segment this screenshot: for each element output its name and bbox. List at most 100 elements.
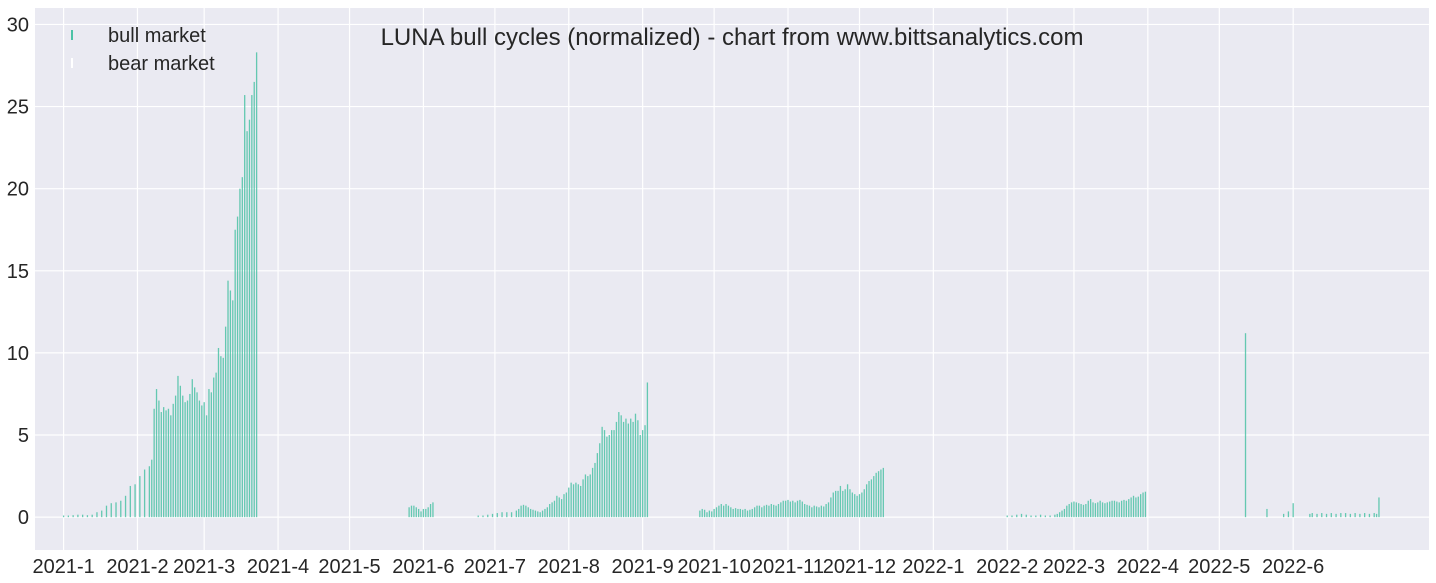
bar — [1321, 513, 1323, 518]
bar — [124, 495, 127, 518]
bar — [587, 476, 589, 518]
legend-marker — [71, 30, 73, 40]
bar — [134, 484, 136, 518]
x-tick-label: 2022-2 — [976, 556, 1038, 578]
bar — [179, 385, 182, 518]
bar — [763, 505, 765, 518]
bar — [158, 400, 160, 518]
bar — [501, 512, 503, 518]
x-axis-ticks: 2021-1 2021-2 2021-3 2021-4 2021-5 2021-6 2021… — [32, 556, 1324, 578]
bar — [756, 505, 758, 518]
bar — [148, 466, 151, 518]
bar — [1025, 514, 1027, 518]
bar — [601, 426, 603, 518]
x-tick-label: 2022-4 — [1117, 556, 1179, 578]
bar — [577, 484, 579, 518]
bar — [1364, 513, 1366, 518]
bar — [768, 505, 770, 518]
bar — [725, 504, 727, 518]
bar — [1335, 513, 1337, 518]
bar — [1094, 503, 1097, 518]
bar — [518, 508, 520, 518]
bar — [129, 485, 131, 518]
bar — [1087, 500, 1089, 518]
bar — [427, 507, 429, 518]
bar — [215, 372, 217, 518]
bar — [1142, 492, 1144, 518]
bar — [1137, 496, 1139, 518]
bar — [1354, 513, 1356, 518]
bar — [699, 510, 701, 518]
bar — [825, 504, 827, 518]
legend-label: bear market — [108, 53, 215, 75]
bar — [248, 119, 251, 518]
bar — [413, 505, 415, 518]
bar — [1068, 504, 1070, 518]
bar — [837, 490, 839, 518]
bar — [1061, 510, 1063, 518]
bar — [846, 484, 849, 518]
bar — [1063, 508, 1066, 518]
bar — [1056, 513, 1058, 518]
bar — [625, 418, 627, 518]
bar — [224, 326, 227, 518]
x-tick-label: 2021-10 — [677, 556, 750, 578]
bar — [1266, 508, 1268, 518]
bar — [72, 515, 74, 518]
bar — [203, 402, 205, 518]
bar — [544, 508, 546, 518]
bar — [163, 407, 165, 518]
bar — [794, 502, 796, 518]
legend-label: bull market — [108, 25, 206, 47]
bar — [718, 505, 720, 518]
bar — [182, 395, 184, 518]
x-tick-label: 2022-5 — [1188, 556, 1250, 578]
bar — [96, 512, 98, 518]
y-tick-label: 5 — [18, 425, 29, 447]
bar — [639, 435, 641, 518]
bar — [1058, 512, 1061, 518]
bar — [882, 467, 884, 518]
bar — [477, 515, 479, 518]
bar — [770, 504, 772, 518]
bar — [541, 510, 544, 518]
bar — [1311, 513, 1313, 518]
bar — [244, 95, 246, 518]
bar — [880, 469, 882, 518]
bar — [782, 500, 784, 518]
bar — [780, 502, 782, 518]
bar — [153, 408, 155, 518]
bar — [1359, 513, 1361, 518]
legend: bull market bear market — [71, 25, 215, 75]
bar — [105, 505, 108, 518]
bar — [210, 392, 212, 518]
bar — [1135, 497, 1137, 518]
bar — [522, 504, 525, 518]
bar — [167, 408, 170, 518]
bar — [1378, 497, 1380, 518]
bar — [227, 280, 229, 518]
bar — [1130, 497, 1132, 518]
bar — [1111, 500, 1113, 518]
bar — [537, 511, 539, 518]
bar — [415, 507, 417, 518]
bar — [611, 430, 613, 518]
bar — [711, 511, 713, 518]
bar — [1106, 502, 1108, 518]
bar — [849, 489, 851, 518]
bar — [563, 494, 565, 518]
bar — [720, 504, 722, 518]
bar — [599, 443, 601, 518]
bar — [789, 501, 792, 518]
x-tick-label: 2021-3 — [173, 556, 235, 578]
bar — [646, 382, 649, 518]
bar — [422, 508, 425, 518]
bar — [870, 479, 873, 518]
bar — [534, 510, 537, 518]
bar — [553, 500, 556, 518]
bar — [1016, 514, 1018, 518]
bar — [835, 490, 837, 518]
bar — [844, 489, 846, 518]
bar — [787, 499, 789, 518]
